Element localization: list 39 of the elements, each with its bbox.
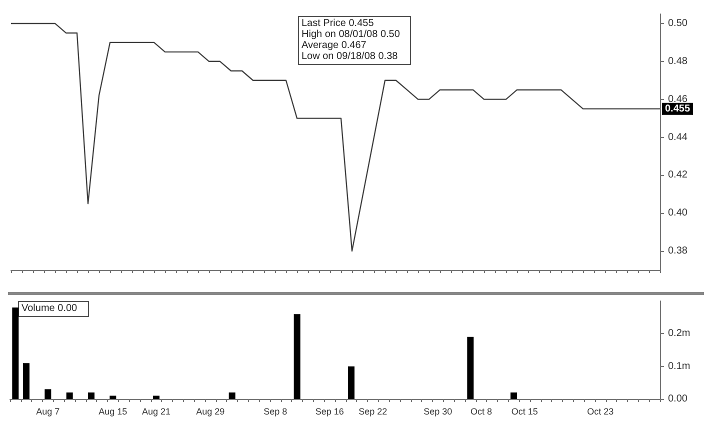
bar xyxy=(44,389,52,399)
y-tick-label: 0.2m xyxy=(668,328,690,340)
x-tick-label: Oct 8 xyxy=(470,406,492,416)
x-tick-label: Oct 23 xyxy=(587,406,614,416)
x-tick-label: Sep 8 xyxy=(264,406,288,416)
annotation: Average 0.467 xyxy=(302,40,367,51)
bar xyxy=(294,314,300,399)
bar xyxy=(467,336,474,399)
y-tick-label: 0.50 xyxy=(668,18,688,29)
bar xyxy=(12,308,19,399)
bar xyxy=(510,392,517,399)
annotation: Low on 09/18/08 0.38 xyxy=(302,51,398,62)
y-tick-label: 0.42 xyxy=(668,170,688,181)
bar xyxy=(348,366,354,399)
x-tick-label: Aug 7 xyxy=(36,406,60,416)
annotation: Last Price 0.455 xyxy=(302,18,374,29)
annotation: 0.455 xyxy=(665,103,690,114)
x-tick-label: Aug 29 xyxy=(196,406,225,416)
y-tick-label: 0.1m xyxy=(668,360,690,372)
bar xyxy=(88,392,94,399)
x-tick-label: Sep 30 xyxy=(424,406,452,416)
annotation: High on 08/01/08 0.50 xyxy=(302,29,400,40)
bar xyxy=(153,396,160,399)
annotation: Volume 0.00 xyxy=(22,303,78,314)
x-tick-label: Sep 16 xyxy=(315,406,344,416)
x-tick-label: Sep 22 xyxy=(358,406,388,416)
bar xyxy=(23,363,30,399)
y-tick-label: 0.46 xyxy=(668,94,688,105)
y-tick-label: 0.48 xyxy=(668,56,688,67)
x-tick-label: Aug 21 xyxy=(142,406,171,416)
y-tick-label: 0.40 xyxy=(668,208,688,219)
x-tick-label: Aug 15 xyxy=(98,406,128,416)
y-tick-label: 0.44 xyxy=(668,132,688,143)
y-tick-label: 0.38 xyxy=(668,246,688,257)
y-tick-label: 0.00 xyxy=(668,394,688,404)
x-tick-label: Oct 15 xyxy=(511,406,538,416)
bar xyxy=(110,396,116,399)
bar xyxy=(228,392,236,399)
bar xyxy=(66,392,73,399)
